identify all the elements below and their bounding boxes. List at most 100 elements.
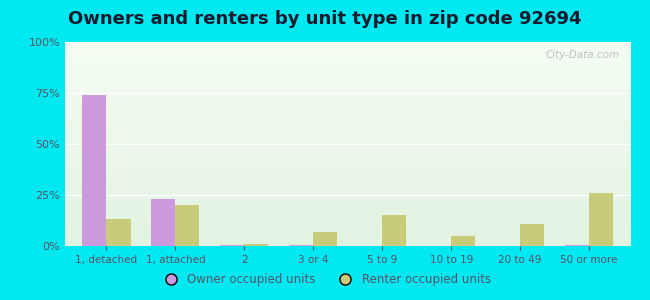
Bar xyxy=(65,62,630,64)
Bar xyxy=(65,124,630,126)
Bar xyxy=(65,130,630,132)
Bar xyxy=(65,183,630,185)
Bar xyxy=(65,70,630,73)
Bar xyxy=(65,87,630,89)
Bar xyxy=(65,42,630,44)
Bar xyxy=(65,93,630,95)
Bar xyxy=(65,109,630,111)
Bar xyxy=(65,195,630,197)
Bar xyxy=(65,56,630,58)
Bar xyxy=(65,230,630,232)
Bar xyxy=(65,240,630,242)
Bar xyxy=(65,119,630,122)
Bar xyxy=(65,79,630,81)
Bar xyxy=(65,232,630,234)
Bar xyxy=(65,201,630,203)
Bar xyxy=(65,140,630,142)
Bar xyxy=(65,113,630,116)
Bar xyxy=(565,245,589,246)
Bar xyxy=(65,83,630,85)
Bar xyxy=(65,224,630,226)
Bar xyxy=(65,116,630,118)
Bar xyxy=(65,177,630,179)
Bar xyxy=(65,203,630,205)
Bar xyxy=(65,244,630,246)
Bar xyxy=(65,193,630,195)
Bar xyxy=(83,95,107,246)
Bar xyxy=(244,244,268,246)
Bar xyxy=(65,142,630,144)
Bar xyxy=(107,220,131,246)
Legend: Owner occupied units, Renter occupied units: Owner occupied units, Renter occupied un… xyxy=(154,269,496,291)
Bar xyxy=(65,162,630,164)
Bar xyxy=(65,77,630,79)
Bar xyxy=(65,213,630,215)
Bar xyxy=(65,128,630,130)
Bar xyxy=(65,144,630,146)
Bar xyxy=(65,220,630,221)
Bar xyxy=(65,172,630,175)
Bar xyxy=(65,107,630,109)
Bar xyxy=(65,238,630,240)
Bar xyxy=(65,146,630,148)
Bar xyxy=(65,221,630,224)
Bar xyxy=(65,134,630,136)
Bar xyxy=(65,111,630,113)
Bar xyxy=(451,236,475,246)
Bar xyxy=(65,234,630,236)
Bar xyxy=(289,245,313,246)
Bar xyxy=(65,199,630,201)
Bar xyxy=(65,154,630,156)
Bar xyxy=(220,245,244,246)
Bar xyxy=(65,152,630,154)
Bar xyxy=(65,179,630,181)
Bar xyxy=(65,205,630,207)
Bar xyxy=(65,197,630,199)
Bar xyxy=(65,126,630,128)
Bar xyxy=(65,132,630,134)
Bar xyxy=(65,156,630,158)
Bar xyxy=(65,58,630,60)
Bar xyxy=(382,215,406,246)
Bar xyxy=(65,105,630,107)
Bar xyxy=(65,150,630,152)
Bar xyxy=(65,85,630,87)
Bar xyxy=(65,75,630,77)
Text: Owners and renters by unit type in zip code 92694: Owners and renters by unit type in zip c… xyxy=(68,11,582,28)
Bar xyxy=(65,103,630,105)
Bar xyxy=(65,67,630,68)
Bar xyxy=(65,236,630,238)
Bar xyxy=(65,191,630,193)
Bar xyxy=(65,158,630,160)
Bar xyxy=(65,148,630,150)
Bar xyxy=(65,169,630,170)
Bar xyxy=(520,224,544,246)
Bar xyxy=(65,215,630,217)
Bar xyxy=(65,226,630,228)
Bar xyxy=(65,44,630,46)
Bar xyxy=(589,193,613,246)
Bar xyxy=(65,50,630,52)
Bar xyxy=(151,199,176,246)
Bar xyxy=(65,185,630,187)
Bar xyxy=(65,136,630,138)
Bar xyxy=(65,160,630,162)
Bar xyxy=(65,175,630,177)
Bar xyxy=(65,60,630,62)
Bar xyxy=(65,52,630,54)
Bar xyxy=(65,54,630,56)
Bar xyxy=(65,189,630,191)
Bar xyxy=(65,167,630,169)
Bar xyxy=(65,187,630,189)
Bar xyxy=(65,242,630,244)
Bar xyxy=(65,228,630,230)
Bar xyxy=(65,64,630,67)
Bar xyxy=(65,122,630,124)
Bar xyxy=(65,101,630,103)
Bar xyxy=(65,99,630,101)
Bar xyxy=(176,205,200,246)
Bar xyxy=(65,209,630,211)
Bar xyxy=(65,95,630,97)
Bar xyxy=(65,118,630,119)
Bar xyxy=(65,181,630,183)
